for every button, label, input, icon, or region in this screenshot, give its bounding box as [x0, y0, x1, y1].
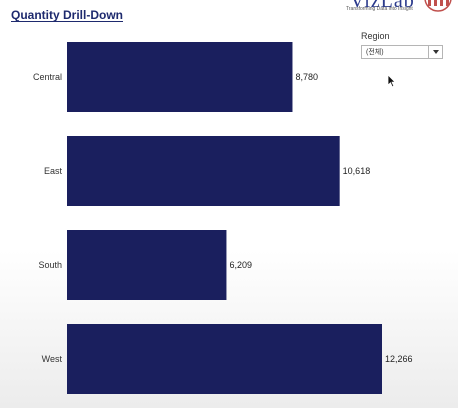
category-label-south: South: [38, 260, 62, 270]
value-label-south: 6,209: [229, 260, 252, 270]
bar-south[interactable]: [67, 230, 227, 300]
bar-west[interactable]: [67, 324, 382, 394]
mouse-cursor-icon: [387, 74, 396, 88]
region-filter-dropdown[interactable]: (전체): [361, 45, 443, 59]
chevron-down-icon[interactable]: [428, 46, 442, 58]
region-filter-value: (전체): [366, 49, 384, 56]
vizlab-logo: VizLab Transforming Data into Insight: [346, 0, 458, 18]
bar-east[interactable]: [67, 136, 340, 206]
bar-central[interactable]: [67, 42, 293, 112]
logo-wordmark: VizLab: [350, 0, 415, 12]
value-label-west: 12,266: [385, 354, 413, 364]
category-label-west: West: [42, 354, 63, 364]
category-label-central: Central: [33, 72, 62, 82]
page-title: Quantity Drill-Down: [11, 8, 123, 22]
category-label-east: East: [44, 166, 63, 176]
logo-tagline: Transforming Data into Insight: [346, 6, 413, 12]
value-label-east: 10,618: [343, 166, 371, 176]
logo-mark-icon: [424, 0, 452, 12]
region-filter-label: Region: [361, 31, 390, 41]
value-label-central: 8,780: [295, 72, 318, 82]
